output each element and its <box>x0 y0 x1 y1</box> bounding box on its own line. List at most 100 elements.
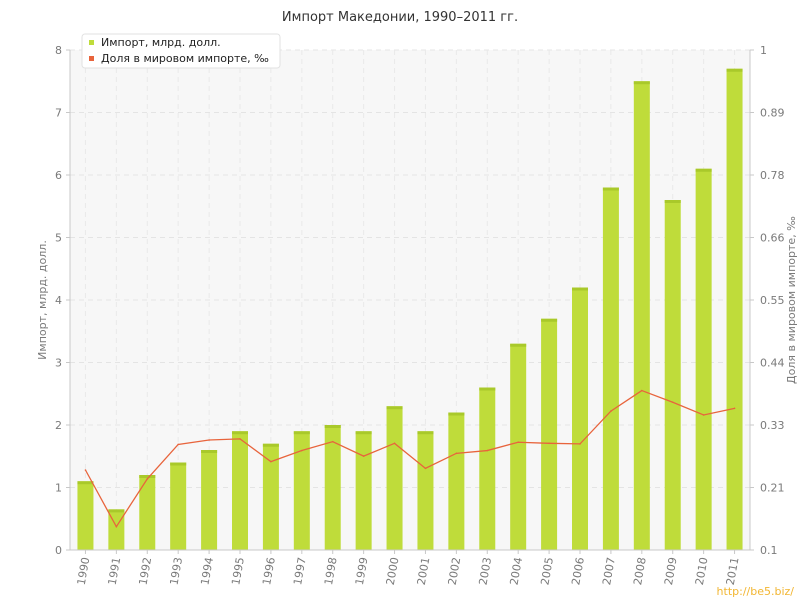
x-tick-label: 2010 <box>693 556 711 586</box>
bar-cap <box>726 68 743 72</box>
line-point <box>239 438 241 440</box>
bar <box>293 431 310 550</box>
x-tick-label: 2007 <box>600 556 618 586</box>
legend-label-import: Импорт, млрд. долл. <box>101 36 221 49</box>
bar <box>386 406 403 550</box>
line-point <box>393 442 396 445</box>
x-tick-label: 2005 <box>538 556 556 586</box>
line-point <box>733 407 736 410</box>
chart-title: Импорт Македонии, 1990–2011 гг. <box>281 10 519 25</box>
bar <box>572 287 588 550</box>
y-axis-right-ticks: 0.1 0.21 0.33 0.44 0.55 0.66 0.78 0.89 1 <box>750 44 785 557</box>
watermark-link[interactable]: http://be5.biz/ <box>714 585 796 598</box>
bar <box>541 318 558 550</box>
x-tick-label: 1998 <box>322 556 340 586</box>
bar-cap <box>108 509 125 513</box>
bar-cap <box>170 462 187 466</box>
y-right-tick-label: 0.21 <box>760 482 785 495</box>
y-tick-label: 4 <box>55 294 62 307</box>
y-right-tick-label: 0.78 <box>760 169 785 182</box>
y-tick-label: 6 <box>55 169 62 182</box>
y-tick-label: 8 <box>55 44 62 57</box>
bar-cap <box>479 387 496 391</box>
bar-cap <box>541 318 558 322</box>
bar-cap <box>232 431 248 435</box>
y-tick-label: 0 <box>55 544 62 557</box>
line-point <box>270 460 272 463</box>
line-series <box>84 389 736 528</box>
line-point <box>331 440 334 443</box>
y-right-tick-label: 0.44 <box>760 357 785 370</box>
bar-cap <box>324 425 341 428</box>
bar-cap <box>602 187 619 191</box>
line-point <box>146 478 149 480</box>
line-point <box>455 452 458 455</box>
bar-cap <box>386 406 403 410</box>
line-point <box>702 414 705 416</box>
legend-box <box>81 33 281 69</box>
share-line <box>84 389 735 528</box>
bar <box>726 68 743 550</box>
line-point <box>84 469 87 471</box>
line-point <box>517 441 519 444</box>
bar <box>479 387 496 550</box>
x-tick-label: 2000 <box>384 556 402 586</box>
x-tick-label: 1999 <box>353 556 371 586</box>
y-axis-left-ticks: 0 1 2 3 4 5 6 7 8 <box>55 44 70 557</box>
bar-series <box>77 68 743 550</box>
bar <box>201 450 218 550</box>
y-axis-right-label: Доля в мировом импорте, ‰ <box>785 216 798 384</box>
bar <box>417 431 434 550</box>
bar <box>324 425 341 550</box>
x-tick-label: 1990 <box>75 556 93 586</box>
y-right-tick-label: 0.55 <box>760 294 785 307</box>
line-point <box>641 389 643 392</box>
bar-cap <box>201 450 218 453</box>
y-axis-left-label: Импорт, млрд. долл. <box>36 240 49 360</box>
bar <box>77 481 94 550</box>
bar <box>664 200 681 550</box>
bar-cap <box>448 412 465 416</box>
x-tick-label: 2009 <box>662 556 680 586</box>
bar-cap <box>417 431 434 435</box>
x-tick-label: 1991 <box>106 556 124 586</box>
bar <box>448 412 465 550</box>
line-point <box>610 410 612 412</box>
line-point <box>424 467 427 470</box>
bar-cap <box>293 431 310 435</box>
y-right-tick-label: 0.33 <box>760 419 785 432</box>
bar <box>355 431 372 550</box>
bar <box>262 443 279 550</box>
bar <box>139 475 156 550</box>
bar-cap <box>664 200 681 203</box>
bar-cap <box>355 431 372 435</box>
bar-cap <box>262 443 279 447</box>
bar-cap <box>77 481 94 485</box>
legend-swatch-share <box>89 56 94 61</box>
y-right-tick-label: 1 <box>760 44 767 57</box>
x-tick-label: 1995 <box>229 556 247 586</box>
bar <box>232 431 248 550</box>
line-point <box>671 401 674 404</box>
bar-cap <box>633 81 650 85</box>
x-tick-label: 2011 <box>724 556 742 586</box>
line-point <box>115 525 118 528</box>
y-tick-label: 2 <box>55 419 62 432</box>
legend-swatch-import <box>89 40 94 45</box>
line-point <box>548 442 550 445</box>
line-point <box>362 455 365 457</box>
y-right-tick-label: 0.66 <box>760 232 785 245</box>
x-tick-label: 1997 <box>291 556 309 586</box>
x-tick-label: 1992 <box>137 556 155 586</box>
x-tick-label: 2003 <box>477 556 495 586</box>
x-tick-label: 2006 <box>569 556 587 586</box>
line-point <box>486 449 489 452</box>
y-right-tick-label: 0.1 <box>760 544 778 557</box>
bar <box>695 168 712 550</box>
x-tick-label: 2002 <box>446 556 464 586</box>
bar-cap <box>139 475 156 478</box>
bar <box>602 187 619 550</box>
y-right-tick-label: 0.89 <box>760 107 785 120</box>
x-tick-label: 1996 <box>260 556 278 586</box>
